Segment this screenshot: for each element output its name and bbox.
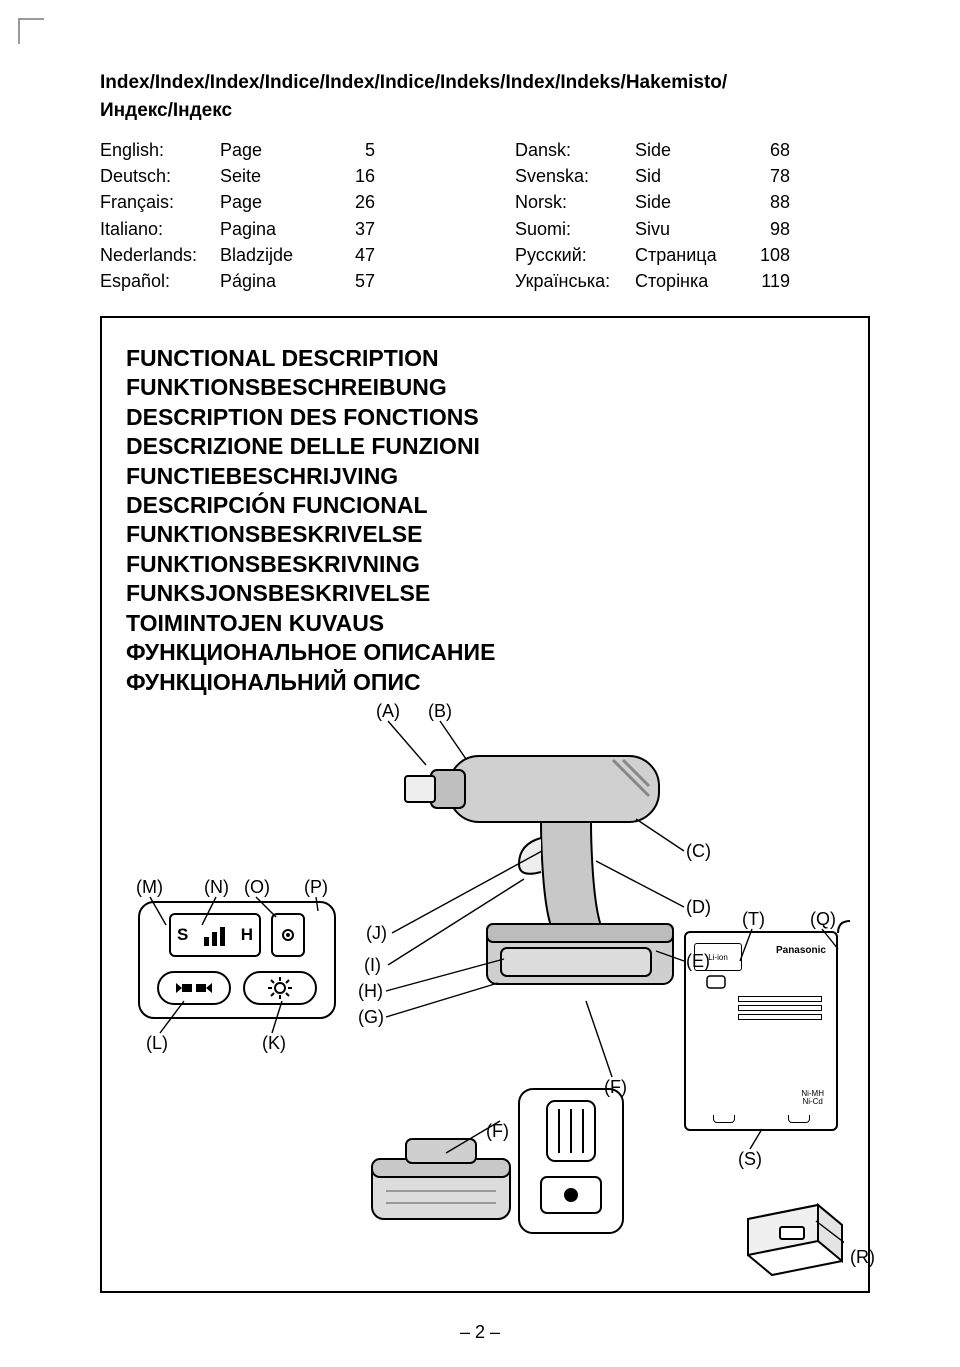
ix-num: 119 [740,268,790,294]
ix-word: Side [635,189,740,215]
index-row: Norsk:Side88 [515,189,870,215]
leader-lines [126,701,844,1281]
index-row: Nederlands:Bladzijde47 [100,242,455,268]
description-box: FUNCTIONAL DESCRIPTION FUNKTIONSBESCHREI… [100,316,870,1293]
index-row: Deutsch:Seite16 [100,163,455,189]
index-row: Español:Página57 [100,268,455,294]
ix-lang: Dansk: [515,137,635,163]
ix-num: 37 [325,216,375,242]
index-row: Italiano:Pagina37 [100,216,455,242]
ix-word: Side [635,137,740,163]
desc-title: DESCRIZIONE DELLE FUNZIONI [126,432,844,461]
ix-word: Bladzijde [220,242,325,268]
desc-title: FUNKTIONSBESKRIVNING [126,550,844,579]
header-line-1: Index/Index/Index/Indice/Index/Indice/In… [100,70,870,96]
index-row: Suomi:Sivu98 [515,216,870,242]
index-col-right: Dansk:Side68 Svenska:Sid78 Norsk:Side88 … [515,137,870,294]
ix-lang: Українська: [515,268,635,294]
ix-word: Сторінка [635,268,740,294]
ix-num: 68 [740,137,790,163]
ix-lang: Español: [100,268,220,294]
index-row: Dansk:Side68 [515,137,870,163]
index-row: Français:Page26 [100,189,455,215]
ix-lang: Suomi: [515,216,635,242]
desc-title: FUNCTIONAL DESCRIPTION [126,344,844,373]
ix-num: 98 [740,216,790,242]
ix-word: Sid [635,163,740,189]
ix-lang: English: [100,137,220,163]
desc-title: FUNKTIONSBESCHREIBUNG [126,373,844,402]
ix-word: Sivu [635,216,740,242]
desc-title: DESCRIPCIÓN FUNCIONAL [126,491,844,520]
ix-num: 16 [325,163,375,189]
ix-lang: Italiano: [100,216,220,242]
desc-title: FUNKSJONSBESKRIVELSE [126,579,844,608]
crop-mark [18,18,44,44]
index-row: Українська:Сторінка119 [515,268,870,294]
desc-title: ФУНКЦИОНАЛЬНОЕ ОПИСАНИЕ [126,638,844,667]
ix-num: 108 [740,242,790,268]
ix-word: Página [220,268,325,294]
ix-num: 88 [740,189,790,215]
index-row: English:Page5 [100,137,455,163]
ix-lang: Deutsch: [100,163,220,189]
page-number: – 2 – [0,1322,960,1343]
ix-lang: Nederlands: [100,242,220,268]
ix-word: Seite [220,163,325,189]
ix-word: Страница [635,242,740,268]
ix-word: Pagina [220,216,325,242]
callout-r: (R) [850,1247,875,1268]
ix-lang: Svenska: [515,163,635,189]
index-row: Русский:Страница108 [515,242,870,268]
ix-lang: Français: [100,189,220,215]
ix-num: 26 [325,189,375,215]
desc-title: FUNCTIEBESCHRIJVING [126,462,844,491]
desc-title: TOIMINTOJEN KUVAUS [126,609,844,638]
index-row: Svenska:Sid78 [515,163,870,189]
ix-num: 5 [325,137,375,163]
desc-title: ФУНКЦІОНАЛЬНИЙ ОПИС [126,668,844,697]
exploded-figure: S H [126,701,844,1281]
ix-lang: Русский: [515,242,635,268]
ix-num: 57 [325,268,375,294]
index-columns: English:Page5 Deutsch:Seite16 Français:P… [100,137,870,294]
ix-word: Page [220,189,325,215]
ix-num: 47 [325,242,375,268]
desc-title: FUNKTIONSBESKRIVELSE [126,520,844,549]
header-line-2: Индекс/Індекс [100,98,870,124]
ix-word: Page [220,137,325,163]
ix-num: 78 [740,163,790,189]
index-col-left: English:Page5 Deutsch:Seite16 Français:P… [100,137,455,294]
desc-title: DESCRIPTION DES FONCTIONS [126,403,844,432]
ix-lang: Norsk: [515,189,635,215]
